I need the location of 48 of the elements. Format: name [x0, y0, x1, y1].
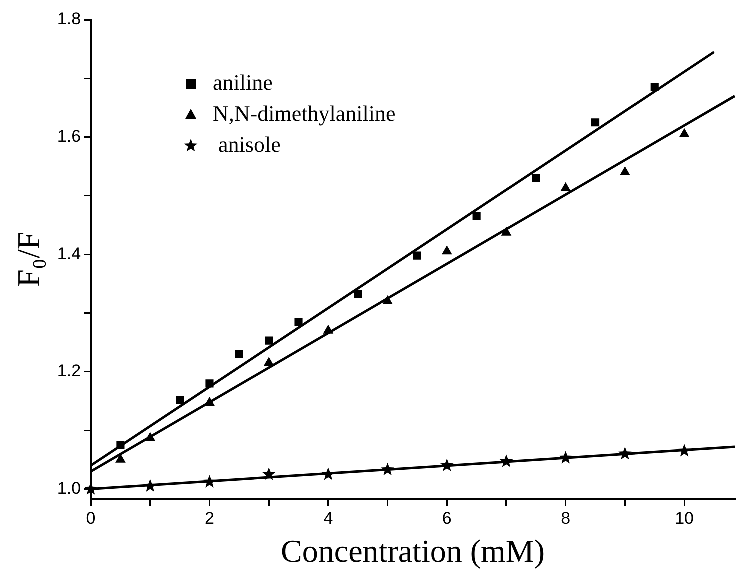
legend-label: N,N-dimethylaniline	[213, 100, 396, 126]
point	[354, 290, 362, 299]
point	[322, 468, 336, 480]
point	[532, 174, 540, 182]
point	[561, 182, 571, 192]
point	[265, 336, 274, 345]
point	[440, 458, 454, 472]
point	[116, 454, 126, 463]
point	[502, 227, 512, 236]
x-tick-label: 0	[86, 509, 96, 528]
point	[620, 167, 630, 176]
point	[680, 128, 690, 138]
point	[618, 447, 632, 460]
point	[203, 475, 216, 488]
point	[442, 246, 452, 255]
x-tick-label: 2	[205, 509, 214, 528]
point	[264, 358, 274, 366]
point	[262, 468, 276, 480]
legend-label: anisole	[213, 132, 281, 157]
y-axis-title: F₀/F	[10, 232, 47, 288]
point	[591, 118, 600, 127]
point	[500, 454, 514, 468]
x-tick-label: 10	[675, 509, 694, 528]
legend-label: aniline	[213, 70, 273, 95]
point	[146, 432, 156, 442]
point	[235, 350, 244, 358]
y-tick-label: 1.6	[57, 126, 82, 146]
point	[472, 212, 481, 221]
x-tick-label: 8	[561, 509, 571, 528]
point	[204, 398, 215, 406]
x-axis-title: Concentration (mM)	[281, 533, 545, 570]
point	[382, 296, 393, 305]
point	[381, 462, 394, 476]
point	[294, 318, 303, 326]
y-tick-label: 1.2	[57, 362, 82, 381]
y-tick-label: 1.0	[57, 478, 82, 498]
x-tick-label: 4	[324, 509, 334, 528]
point	[650, 83, 659, 92]
point	[413, 252, 422, 260]
point	[324, 325, 334, 334]
point	[559, 451, 573, 464]
point	[206, 380, 214, 388]
point	[176, 396, 184, 404]
y-tick-label: 1.4	[57, 244, 82, 264]
x-tick-label: 6	[442, 509, 452, 528]
point	[678, 444, 692, 457]
point	[116, 441, 125, 450]
y-tick-label: 1.8	[57, 10, 82, 29]
